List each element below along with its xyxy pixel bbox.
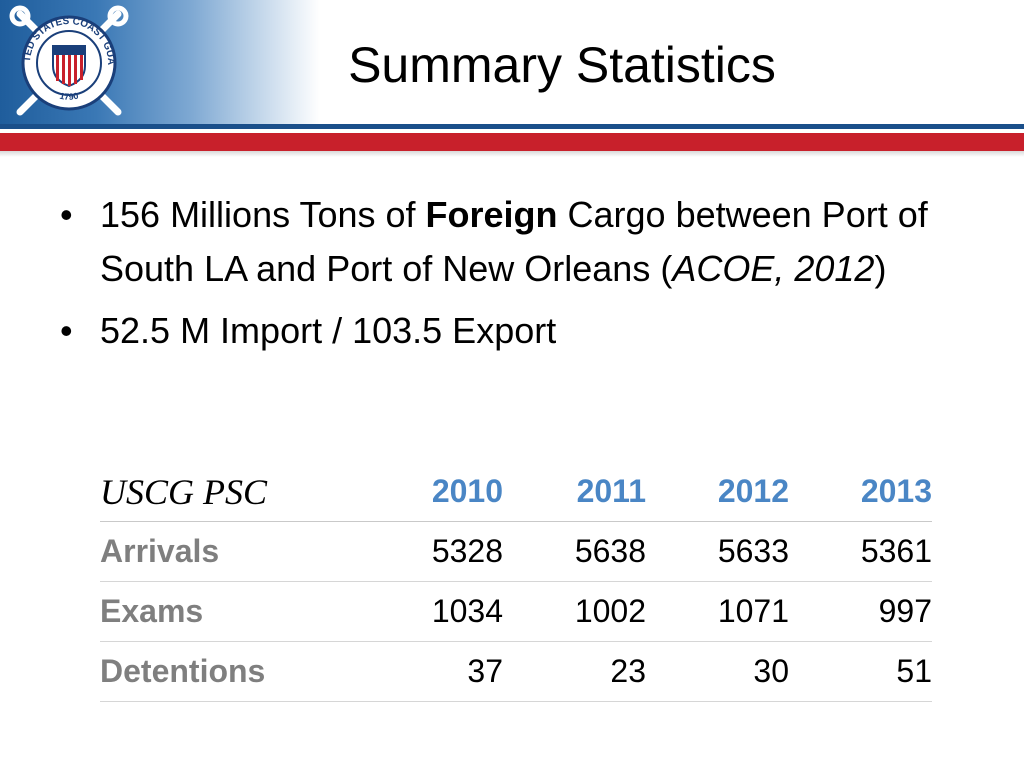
- table-cell: 5361: [789, 521, 932, 582]
- psc-statistics-table: USCG PSC 2010 2011 2012 2013 Arrivals 53…: [100, 462, 932, 702]
- table-cell: 37: [360, 641, 503, 702]
- row-label: Arrivals: [100, 521, 360, 582]
- year-header-2013: 2013: [789, 462, 932, 522]
- table-cell: 30: [646, 641, 789, 702]
- header-stripe-shadow: [0, 151, 1024, 157]
- table-cell: 5328: [360, 521, 503, 582]
- table-header-label: USCG PSC: [100, 462, 360, 522]
- table-row: Detentions 37 23 30 51: [100, 641, 932, 702]
- table-cell: 5633: [646, 521, 789, 582]
- slide-header: UNITED STATES COAST GUARD 1790 Summary S…: [0, 0, 1024, 124]
- table-header-row: USCG PSC 2010 2011 2012 2013: [100, 462, 932, 522]
- table-row: Exams 1034 1002 1071 997: [100, 581, 932, 642]
- coast-guard-seal-icon: UNITED STATES COAST GUARD 1790: [6, 4, 129, 116]
- page-title: Summary Statistics: [348, 37, 776, 93]
- year-header-2011: 2011: [503, 462, 646, 522]
- table-cell: 51: [789, 641, 932, 702]
- row-label: Detentions: [100, 641, 360, 702]
- bullet-text: 52.5 M Import / 103.5 Export: [100, 310, 557, 351]
- bullet-list: • 156 Millions Tons of Foreign Cargo bet…: [60, 188, 960, 358]
- seal-year: 1790: [59, 91, 80, 102]
- table-cell: 5638: [503, 521, 646, 582]
- svg-text:1790: 1790: [59, 91, 80, 102]
- table-cell: 997: [789, 581, 932, 642]
- bullet-text-italic: ACOE, 2012: [672, 248, 875, 289]
- year-header-2012: 2012: [646, 462, 789, 522]
- header-stripe-blue: [0, 124, 1024, 129]
- bullet-dot-icon: •: [60, 194, 73, 235]
- table-cell: 1034: [360, 581, 503, 642]
- bullet-item: • 52.5 M Import / 103.5 Export: [60, 304, 960, 358]
- bullet-text-part: Cargo between Port of South LA and Port …: [100, 194, 928, 289]
- bullet-text-bold: Foreign: [425, 194, 558, 235]
- year-header-2010: 2010: [360, 462, 503, 522]
- bullet-item: • 156 Millions Tons of Foreign Cargo bet…: [60, 188, 960, 296]
- header-stripe-red: [0, 133, 1024, 151]
- bullet-text-part: 156 Millions Tons of: [100, 194, 426, 235]
- bullet-dot-icon: •: [60, 310, 73, 351]
- table-cell: 23: [503, 641, 646, 702]
- header-stripe-white: [0, 129, 1024, 133]
- row-label: Exams: [100, 581, 360, 642]
- bullet-text: 156 Millions Tons of Foreign Cargo betwe…: [100, 194, 928, 289]
- table-cell: 1002: [503, 581, 646, 642]
- bullet-text-part: ): [874, 248, 887, 289]
- table-row: Arrivals 5328 5638 5633 5361: [100, 521, 932, 582]
- table-cell: 1071: [646, 581, 789, 642]
